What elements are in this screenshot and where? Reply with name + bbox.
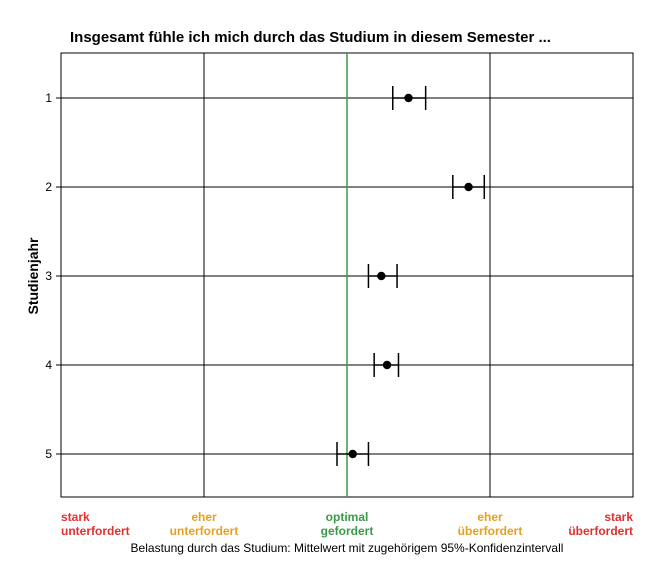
plot-area: 12345starkunterforderteherunterfordertop… [45,52,634,538]
x-category-label: unterfordert [170,524,239,538]
mean-point [464,182,473,192]
x-category-label: stark [61,510,90,524]
x-category-label: eher [191,510,217,524]
mean-point [404,93,413,103]
mean-point [377,271,386,281]
y-tick-label: 5 [45,447,52,461]
x-category-label: eher [477,510,503,524]
x-axis-label: Belastung durch das Studium: Mittelwert … [131,541,564,555]
x-category-label: gefordert [321,524,374,538]
chart-title: Insgesamt fühle ich mich durch das Studi… [70,29,551,46]
mean-point [382,360,392,370]
mean-point [348,449,357,459]
x-category-label: optimal [326,510,369,524]
x-category-label: überfordert [568,524,633,538]
y-tick-label: 1 [45,91,52,105]
y-tick-label: 4 [45,358,52,372]
y-axis-label: Studienjahr [25,237,41,315]
x-category-label: unterfordert [61,524,130,538]
x-category-label: überfordert [458,524,523,538]
y-tick-label: 2 [45,180,52,194]
x-category-label: stark [604,510,633,524]
y-tick-label: 3 [45,269,52,283]
